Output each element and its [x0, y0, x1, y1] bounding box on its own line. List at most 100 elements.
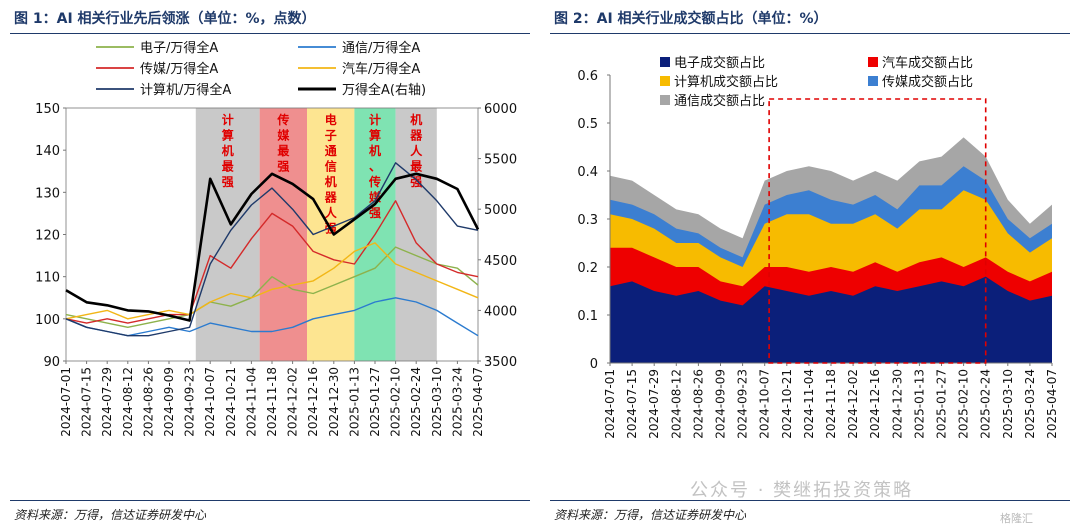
series-line-5: [65, 172, 480, 322]
x-tick-label: 2025-01-27: [368, 367, 382, 437]
x-tick-label: 2024-07-15: [625, 369, 639, 439]
region-label-char: 媒: [277, 128, 290, 143]
region-label-4: 机器人最强: [409, 112, 423, 189]
series-line-3: [65, 242, 479, 320]
region-label-char: 最: [410, 160, 423, 174]
region-label-char: 子: [325, 129, 337, 143]
region-label-char: 传: [276, 112, 289, 127]
area-series-0: [610, 276, 1052, 363]
chart-left-source: 资料来源：万得，信达证券研发中心: [14, 508, 207, 522]
region-label-char: 算: [369, 128, 381, 143]
x-tick-label: 2024-09-09: [162, 367, 176, 437]
region-label-char: 器: [324, 191, 338, 205]
x-tick-label: 2024-07-29: [100, 367, 114, 437]
x-tick-label: 2024-09-23: [183, 367, 197, 437]
region-label-char: 传: [368, 174, 381, 189]
x-tick-label: 2025-04-07: [1045, 369, 1059, 439]
x-tick-label: 2024-10-21: [780, 369, 794, 439]
region-label-char: 计: [369, 112, 381, 127]
region-label-0: 计算机最强: [222, 112, 235, 189]
x-tick-label: 2025-03-10: [430, 367, 444, 437]
legend-swatch-4: [660, 95, 670, 105]
legend-label-1: 通信/万得全A: [342, 40, 420, 56]
y-right-tick-label: 4000: [484, 304, 517, 319]
x-tick-label: 2024-11-18: [265, 367, 279, 437]
x-tick-label: 2024-07-01: [59, 367, 73, 437]
y-right-tick-label: 6000: [484, 102, 517, 117]
legend-label-5: 万得全A(右轴): [342, 82, 426, 98]
region-label-char: 强: [222, 175, 234, 189]
x-tick-label: 2024-10-07: [758, 369, 772, 439]
x-tick-label: 2024-12-16: [306, 367, 320, 437]
x-tick-label: 2024-08-26: [141, 367, 155, 437]
x-tick-label: 2024-07-01: [603, 369, 617, 439]
x-tick-label: 2024-11-18: [824, 369, 838, 439]
region-label-char: 最: [277, 144, 290, 158]
region-label-char: 算: [222, 128, 234, 143]
y-left-tick-label: 140: [35, 144, 60, 159]
x-tick-label: 2025-02-24: [409, 367, 423, 437]
chart-left-panel: 图 1：AI 相关行业先后领涨（单位：%，点数） 计算机最强 传媒最强 电子通信机器…: [10, 11, 530, 522]
region-label-char: 最: [222, 160, 235, 174]
x-tick-label: 2025-02-24: [979, 369, 993, 439]
x-tick-label: 2024-08-26: [691, 369, 705, 439]
x-tick-label: 2025-03-10: [1001, 369, 1015, 439]
x-tick-label: 2025-03-24: [1023, 369, 1037, 439]
region-label-char: 通: [325, 143, 337, 158]
legend-swatch-1: [868, 57, 878, 67]
x-tick-label: 2025-02-10: [389, 367, 403, 437]
region-label-1: 传媒最强: [276, 112, 290, 174]
region-label-char: 电: [325, 112, 337, 127]
x-tick-label: 2024-12-16: [868, 369, 882, 439]
x-tick-label: 2025-02-10: [957, 369, 971, 439]
legend-swatch-0: [660, 57, 670, 67]
region-label-char: 强: [410, 175, 422, 189]
region-label-char: 机: [369, 143, 381, 158]
region-label-char: 机: [222, 143, 234, 158]
highlight-box: [768, 98, 987, 364]
x-tick-label: 2024-10-21: [224, 367, 238, 437]
x-tick-label: 2024-10-07: [203, 367, 217, 437]
x-tick-label: 2024-09-23: [736, 369, 750, 439]
region-band-4: [395, 108, 437, 361]
x-tick-label: 2024-07-15: [80, 367, 94, 437]
chart-right-plot: 0 0.1 0.2 0.3 0.4 0.5 0.6 2024-07-01 2024-07-15 2…: [577, 55, 1059, 439]
legend-label-2: 计算机成交额占比: [674, 74, 778, 90]
source-rule: [550, 500, 1070, 501]
x-tick-label: 2024-12-02: [846, 369, 860, 439]
chart-left-plot: 计算机最强传媒最强电子通信机器人强计算机、传媒强机器人最强90100110120…: [35, 40, 517, 437]
y-tick-label: 0.1: [577, 309, 598, 324]
x-tick-label: 2024-08-12: [121, 367, 135, 437]
legend-label-3: 传媒成交额占比: [882, 74, 973, 90]
x-tick-label: 2025-01-27: [935, 369, 949, 439]
y-left-tick-label: 120: [35, 229, 60, 244]
chart-left-title: 图 1：AI 相关行业先后领涨（单位：%，点数）: [14, 11, 316, 27]
x-tick-label: 2024-12-30: [890, 369, 904, 439]
series-line-1: [65, 297, 479, 337]
corner-badge: 格隆汇: [1000, 512, 1033, 525]
region-label-char: 器: [409, 129, 423, 143]
series-line-2: [65, 200, 479, 324]
watermark: 公众号 · 樊继拓投资策略: [690, 480, 914, 501]
y-tick-label: 0.2: [577, 261, 598, 276]
legend-label-0: 电子成交额占比: [674, 55, 765, 71]
region-label-3: 计算机、传媒强: [368, 112, 382, 220]
region-label-char: 人: [410, 143, 423, 158]
legend-label-2: 传媒/万得全A: [140, 61, 218, 77]
x-tick-label: 2024-12-02: [286, 367, 300, 437]
region-label-char: 机: [410, 112, 422, 127]
legend-swatch-2: [660, 76, 670, 86]
legend-swatch-3: [868, 76, 878, 86]
y-right-tick-label: 5000: [484, 203, 517, 218]
chart-right-source: 资料来源：万得，信达证券研发中心: [554, 508, 747, 522]
x-tick-label: 2024-09-09: [714, 369, 728, 439]
y-right-tick-label: 5500: [484, 153, 517, 168]
region-label-2: 电子通信机器人强: [324, 112, 338, 236]
y-left-tick-label: 90: [43, 355, 60, 370]
region-label-char: 强: [369, 206, 381, 220]
x-tick-label: 2024-11-04: [244, 367, 258, 437]
x-tick-label: 2024-08-12: [669, 369, 683, 439]
title-rule: [10, 33, 530, 34]
title-rule: [550, 33, 1070, 34]
region-label-char: 计: [222, 112, 234, 127]
